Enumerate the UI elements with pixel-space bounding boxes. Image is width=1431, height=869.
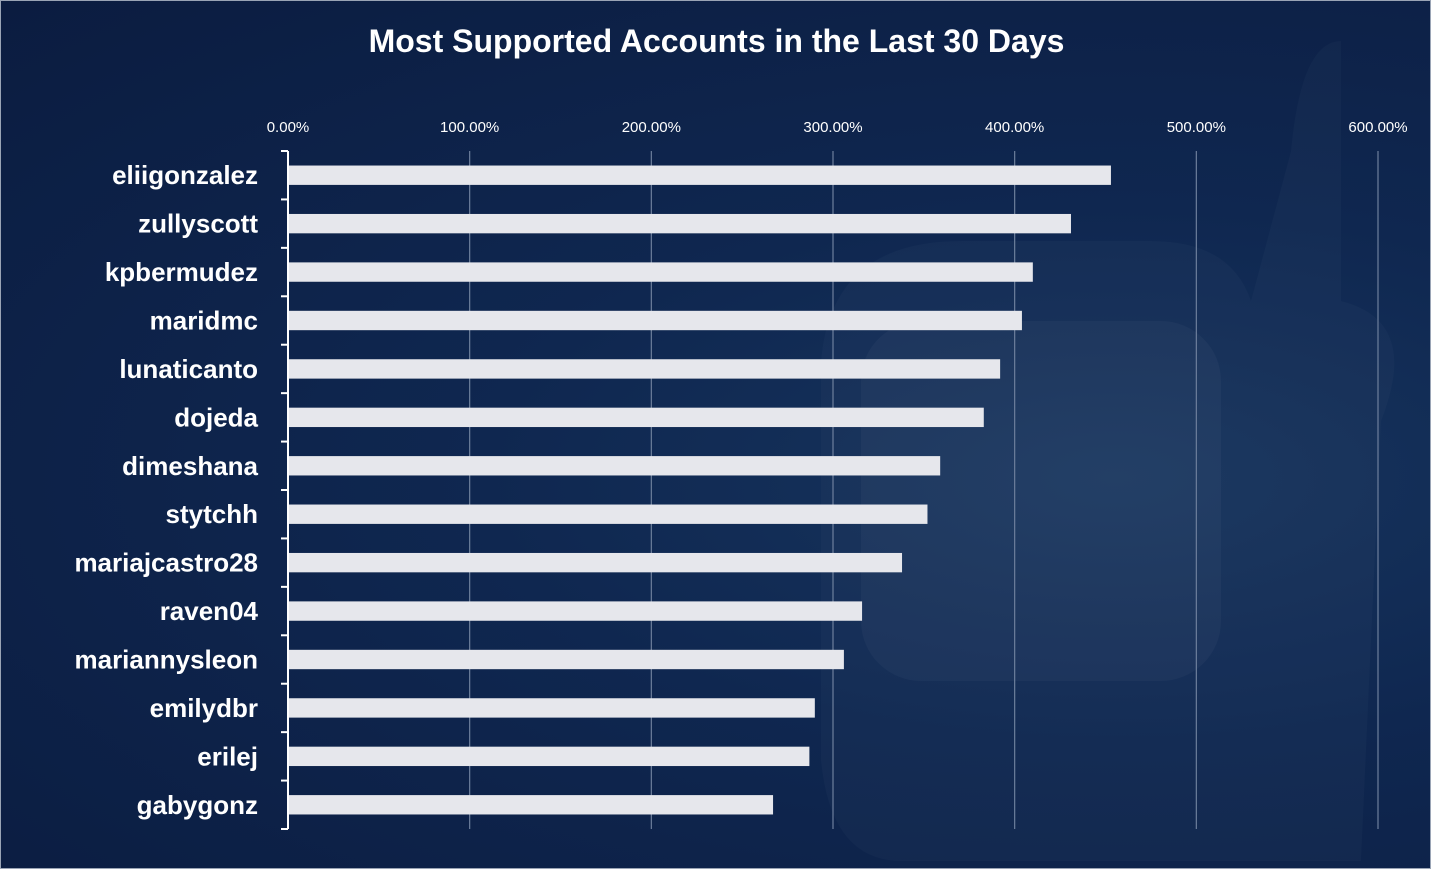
category-label: maridmc	[150, 306, 258, 336]
category-label: gabygonz	[137, 790, 258, 820]
bar	[288, 649, 844, 670]
x-tick-label: 500.00%	[1167, 119, 1226, 136]
x-tick-label: 100.00%	[440, 119, 499, 136]
bar	[288, 165, 1111, 185]
category-label: dimeshana	[122, 451, 258, 481]
chart-title: Most Supported Accounts in the Last 30 D…	[368, 23, 1065, 59]
category-label: erilej	[197, 741, 258, 771]
category-label: eliigonzalez	[112, 160, 258, 190]
bar	[288, 552, 903, 573]
x-tick-label: 200.00%	[622, 119, 681, 136]
bar	[288, 601, 863, 621]
bar	[288, 310, 1022, 331]
category-label: mariannysleon	[74, 645, 258, 675]
bar	[288, 795, 774, 815]
x-tick-label: 0.00%	[267, 119, 310, 136]
category-label: zullyscott	[138, 209, 258, 239]
x-tick-label: 400.00%	[985, 119, 1044, 136]
category-label: stytchh	[166, 499, 258, 529]
category-label: mariajcastro28	[74, 548, 258, 578]
category-label: kpbermudez	[105, 257, 258, 287]
bar	[288, 456, 941, 476]
category-label: emilydbr	[150, 693, 258, 723]
x-tick-label: 300.00%	[803, 119, 862, 136]
x-tick-label: 600.00%	[1348, 119, 1407, 136]
bar	[288, 262, 1033, 282]
bar	[288, 746, 810, 767]
bar	[288, 407, 984, 428]
category-label: lunaticanto	[119, 354, 258, 384]
bar	[288, 359, 1001, 379]
category-label: dojeda	[174, 402, 258, 432]
bar	[288, 213, 1071, 234]
category-label: raven04	[160, 596, 259, 626]
bar	[288, 698, 815, 718]
bar	[288, 504, 928, 524]
